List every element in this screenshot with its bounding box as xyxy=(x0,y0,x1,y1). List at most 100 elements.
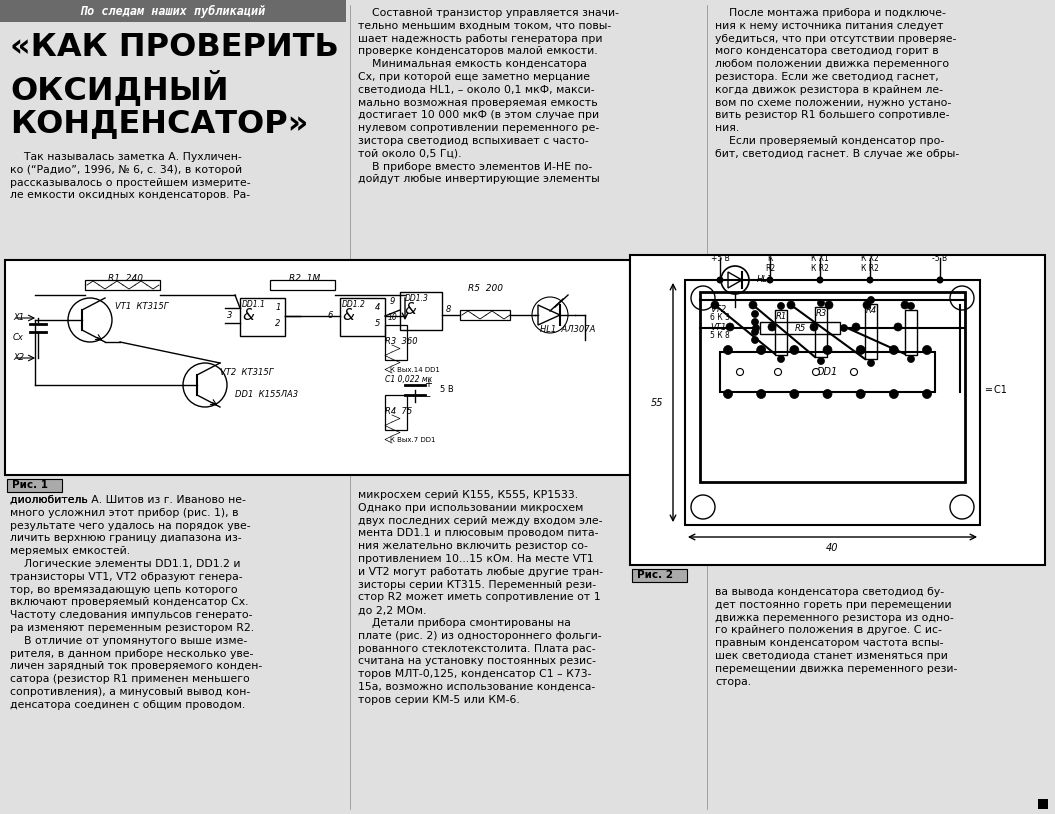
Text: Рис. 1: Рис. 1 xyxy=(12,480,47,490)
Text: R3: R3 xyxy=(816,309,827,318)
Circle shape xyxy=(778,303,785,309)
Text: 5 В: 5 В xyxy=(440,386,454,395)
Text: R1  240: R1 240 xyxy=(108,274,142,283)
Text: HL1: HL1 xyxy=(757,275,773,285)
Text: X1: X1 xyxy=(13,313,24,322)
Text: R4: R4 xyxy=(865,306,877,315)
Bar xyxy=(270,280,335,290)
Text: &: & xyxy=(342,309,353,323)
Text: 6 К 3: 6 К 3 xyxy=(710,313,730,322)
Text: 55: 55 xyxy=(651,397,663,408)
Text: -5 В: -5 В xyxy=(933,254,947,263)
Circle shape xyxy=(866,277,874,283)
Text: С1 0,022 мк: С1 0,022 мк xyxy=(385,375,433,384)
Bar xyxy=(7,479,62,492)
Text: «КАК ПРОВЕРИТЬ: «КАК ПРОВЕРИТЬ xyxy=(9,32,339,63)
Text: После монтажа прибора и подключе-
ния к нему источника питания следует
убедиться: После монтажа прибора и подключе- ния к … xyxy=(715,8,959,159)
Text: К Вых.14 DD1: К Вых.14 DD1 xyxy=(390,367,440,373)
Circle shape xyxy=(724,390,732,399)
Text: R1: R1 xyxy=(775,312,787,321)
Text: R4  75: R4 75 xyxy=(385,407,413,416)
Circle shape xyxy=(901,301,909,309)
Text: R2  1M: R2 1M xyxy=(289,274,321,283)
Circle shape xyxy=(767,277,773,283)
Text: &: & xyxy=(404,303,416,317)
Text: DD1.1: DD1.1 xyxy=(242,300,266,309)
Text: R5  200: R5 200 xyxy=(468,284,503,293)
Text: ═ C1: ═ C1 xyxy=(985,385,1006,395)
Circle shape xyxy=(736,369,744,375)
Bar xyxy=(460,310,510,320)
Circle shape xyxy=(907,303,915,309)
Text: VT1: VT1 xyxy=(710,323,726,332)
Circle shape xyxy=(922,390,932,399)
Circle shape xyxy=(857,390,865,399)
Circle shape xyxy=(790,345,799,355)
Circle shape xyxy=(863,301,871,309)
Circle shape xyxy=(907,356,915,362)
Bar xyxy=(865,304,877,359)
Bar xyxy=(340,298,385,336)
Circle shape xyxy=(716,277,724,283)
Text: Составной транзистор управляется значи-
тельно меньшим входным током, что повы-
: Составной транзистор управляется значи- … xyxy=(358,8,619,185)
Text: Рис. 2: Рис. 2 xyxy=(637,570,673,580)
Bar xyxy=(632,569,687,582)
Circle shape xyxy=(867,296,875,304)
Circle shape xyxy=(749,301,757,309)
Text: 2: 2 xyxy=(275,318,281,327)
Circle shape xyxy=(778,356,785,362)
Circle shape xyxy=(711,301,720,309)
Circle shape xyxy=(756,390,766,399)
Text: КОНДЕНСАТОР»: КОНДЕНСАТОР» xyxy=(9,108,308,139)
Text: 6: 6 xyxy=(327,312,332,321)
Circle shape xyxy=(889,345,899,355)
Circle shape xyxy=(768,323,776,331)
Text: микросхем серий К155, К555, КР1533.
Однако при использовании микросхем
двух посл: микросхем серий К155, К555, КР1533. Одна… xyxy=(358,490,603,705)
Text: Сх: Сх xyxy=(13,334,24,343)
Text: К
R2: К R2 xyxy=(765,254,775,274)
Text: +: + xyxy=(424,379,431,389)
Bar xyxy=(701,292,965,482)
Circle shape xyxy=(751,318,759,326)
Text: 8: 8 xyxy=(445,305,450,314)
Text: HL1  АЛ307А: HL1 АЛ307А xyxy=(540,325,595,334)
Text: По следам наших публикаций: По следам наших публикаций xyxy=(80,4,266,18)
Bar xyxy=(760,322,840,334)
Text: +5 В: +5 В xyxy=(711,254,729,263)
Text: К X1
К R2: К X1 К R2 xyxy=(811,254,829,274)
Circle shape xyxy=(751,310,759,317)
Circle shape xyxy=(852,323,860,331)
Text: диолюбитель: диолюбитель xyxy=(9,495,91,505)
Bar xyxy=(0,0,346,22)
Circle shape xyxy=(825,301,833,309)
Text: R3  360: R3 360 xyxy=(385,337,418,346)
Text: К X2
К R2: К X2 К R2 xyxy=(861,254,879,274)
Circle shape xyxy=(774,369,782,375)
Text: диолюбитель А. Шитов из г. Иваново не-
много усложнил этот прибор (рис. 1), в
ре: диолюбитель А. Шитов из г. Иваново не- м… xyxy=(9,495,263,710)
Bar xyxy=(385,395,407,430)
Circle shape xyxy=(850,369,858,375)
Text: R5: R5 xyxy=(794,324,806,333)
Circle shape xyxy=(894,323,902,331)
Bar xyxy=(685,280,980,525)
Circle shape xyxy=(818,357,825,365)
Circle shape xyxy=(787,301,795,309)
Text: DD1: DD1 xyxy=(817,367,838,377)
Bar xyxy=(816,307,827,357)
Text: 4: 4 xyxy=(376,304,381,313)
Text: 1: 1 xyxy=(275,304,281,313)
Circle shape xyxy=(857,345,865,355)
Bar xyxy=(1038,799,1048,809)
Circle shape xyxy=(790,390,799,399)
Circle shape xyxy=(922,345,932,355)
Circle shape xyxy=(812,369,820,375)
Circle shape xyxy=(752,325,760,331)
Text: VT1  КТ315Г: VT1 КТ315Г xyxy=(115,302,169,311)
Text: ОКСИДНЫЙ: ОКСИДНЫЙ xyxy=(9,70,229,106)
Circle shape xyxy=(937,277,943,283)
Circle shape xyxy=(817,277,824,283)
Circle shape xyxy=(724,345,732,355)
Circle shape xyxy=(726,323,734,331)
Circle shape xyxy=(841,325,847,331)
Bar xyxy=(720,352,935,392)
